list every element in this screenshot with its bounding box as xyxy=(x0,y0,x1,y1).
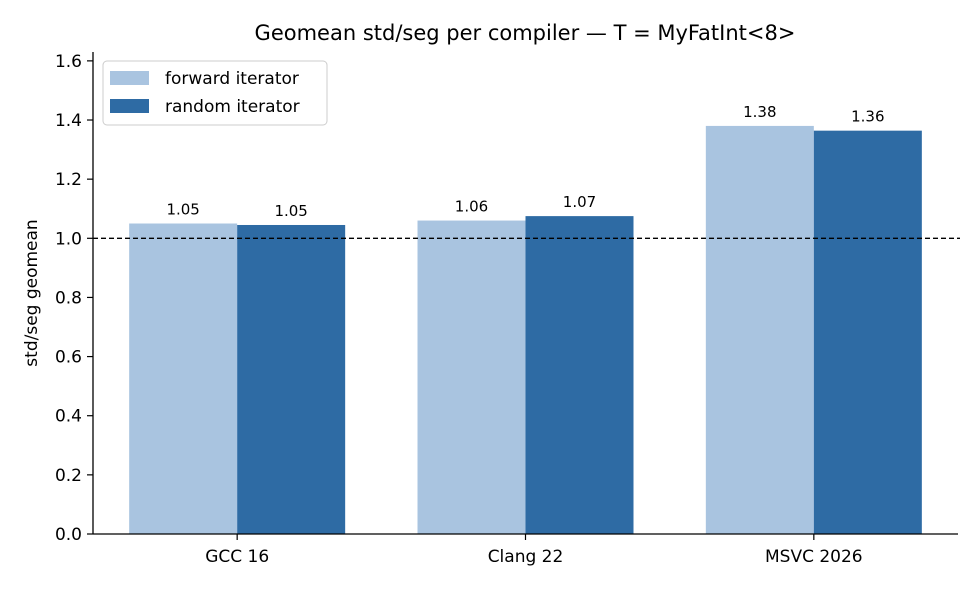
x-tick-label: Clang 22 xyxy=(488,547,564,567)
legend-label: forward iterator xyxy=(165,69,299,89)
y-tick-label: 1.6 xyxy=(55,52,82,72)
data-label: 1.05 xyxy=(274,202,307,220)
y-tick-label: 0.8 xyxy=(55,288,82,308)
legend-label: random iterator xyxy=(165,97,300,117)
y-axis-label: std/seg geomean xyxy=(22,219,42,366)
x-tick-label: MSVC 2026 xyxy=(765,547,863,567)
bar-forward-1 xyxy=(129,223,238,534)
y-tick-label: 1.2 xyxy=(55,170,82,190)
bar-forward-2 xyxy=(417,220,526,534)
y-tick-label: 0.4 xyxy=(55,407,82,427)
y-tick-label: 1.0 xyxy=(55,229,82,249)
legend-swatch xyxy=(110,71,149,85)
y-tick-label: 0.6 xyxy=(55,348,82,368)
x-tick-label: GCC 16 xyxy=(205,547,269,567)
legend-frame xyxy=(102,60,328,126)
bar-random-3 xyxy=(813,130,922,535)
data-label: 1.07 xyxy=(563,193,596,211)
bar-random-1 xyxy=(237,224,346,534)
data-label: 1.36 xyxy=(851,108,884,126)
plot-area: 1.05 1.06 1.38 1.05 1.07 1.36 0.0 0.2 0.4 0.6 0.8 1… xyxy=(55,52,960,567)
y-tick-label: 0.2 xyxy=(55,466,82,486)
data-label: 1.38 xyxy=(743,103,776,121)
bar-forward-3 xyxy=(705,125,814,534)
chart-title: Geomean std/seg per compiler — T = MyFat… xyxy=(255,21,796,45)
legend-swatch xyxy=(110,99,149,113)
y-tick-label: 0.0 xyxy=(55,525,82,545)
data-label: 1.06 xyxy=(455,198,488,216)
legend: forward iterator random iterator xyxy=(102,60,328,126)
y-tick-label: 1.4 xyxy=(55,111,82,131)
data-label: 1.05 xyxy=(166,201,199,219)
bar-random-2 xyxy=(525,216,634,534)
